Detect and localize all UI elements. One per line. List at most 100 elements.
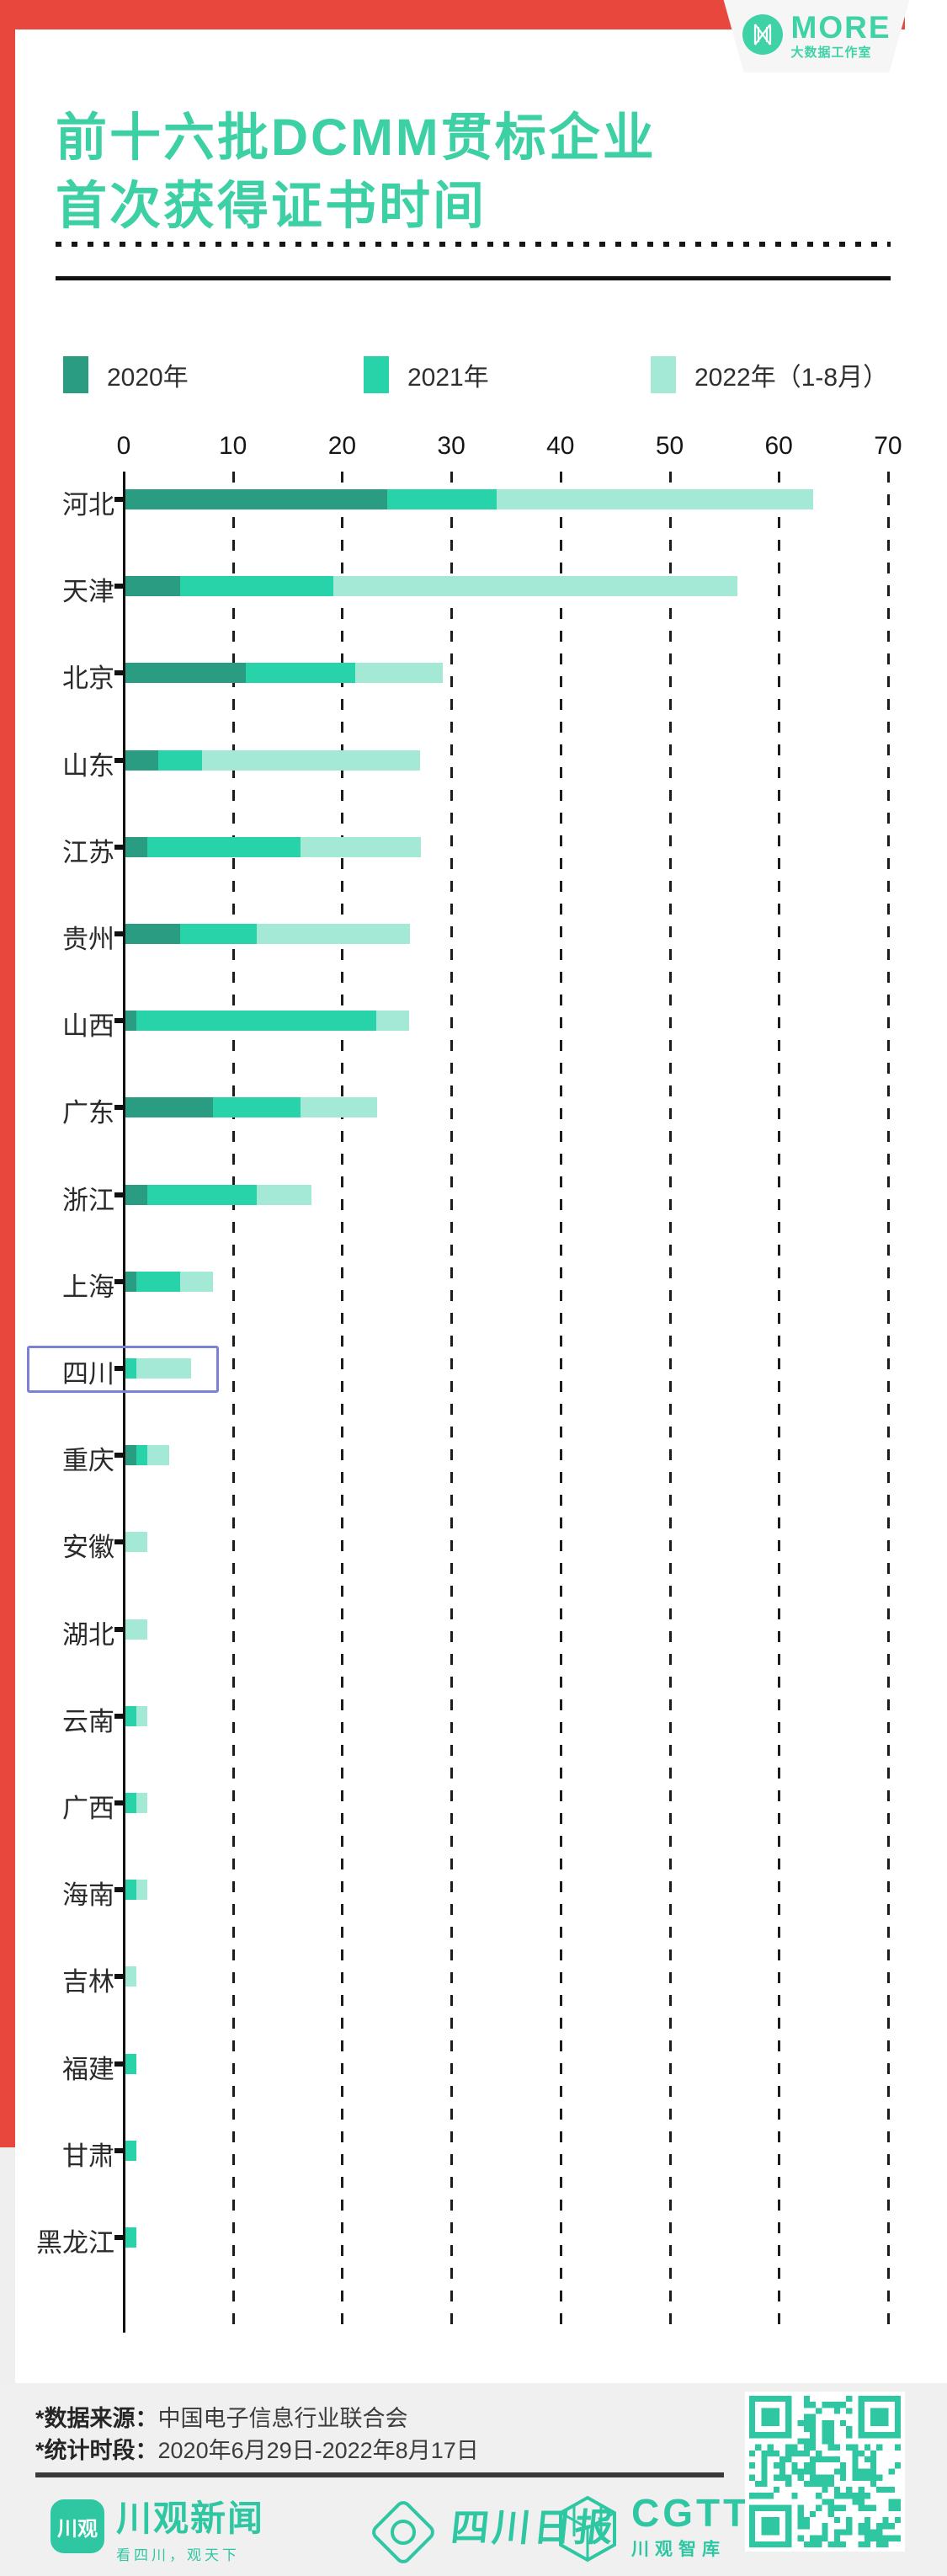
bar-segment: [125, 1184, 147, 1205]
x-axis-tick-label: 40: [546, 432, 575, 460]
category-label: 河北: [62, 490, 114, 520]
stat-period-value: 2020年6月29日-2022年8月17日: [157, 2438, 479, 2463]
legend-swatch-icon: [63, 356, 88, 393]
bar-segment: [136, 1358, 191, 1379]
cgtt-name: CGTT: [631, 2491, 751, 2535]
category-label: 广东: [62, 1098, 114, 1128]
x-axis-tick-label: 30: [437, 432, 466, 460]
legend-item: 2022年（1-8月）: [651, 356, 888, 393]
row-tick-mark: [114, 1713, 126, 1719]
chuanguan-news-name: 川观新闻: [116, 2499, 265, 2538]
data-source-label: *数据来源：: [35, 2406, 158, 2431]
bar-row: [125, 1705, 147, 1726]
row-tick-mark: [114, 1278, 126, 1284]
bar-segment: [125, 1358, 136, 1379]
category-label: 山西: [62, 1011, 114, 1042]
bar-segment: [202, 749, 420, 771]
bar-row: [125, 1184, 311, 1205]
category-label: 山东: [62, 750, 114, 781]
bar-segment: [376, 1011, 409, 1032]
brand-name: MORE: [790, 9, 891, 45]
stat-period-label: *统计时段：: [35, 2438, 158, 2463]
gridline: [778, 472, 781, 2333]
bar-row: [125, 1358, 191, 1379]
bar-segment: [125, 1011, 136, 1032]
category-label: 云南: [62, 1706, 114, 1736]
bar-row: [125, 924, 410, 944]
bar-segment: [257, 1184, 311, 1205]
row-tick-mark: [114, 497, 126, 502]
scroll-diamond-icon: [368, 2497, 439, 2568]
category-label: 重庆: [62, 1446, 114, 1476]
row-tick-mark: [114, 1366, 126, 1371]
chuanguan-news-tagline: 看四川，观天下: [116, 2547, 240, 2563]
row-tick-mark: [114, 931, 126, 936]
bar-segment: [125, 2053, 136, 2074]
row-tick-mark: [114, 1018, 126, 1024]
footer: *数据来源：中国电子信息行业联合会 *统计时段：2020年6月29日-2022年…: [0, 2383, 947, 2576]
chuanguan-news-logo: 川观 川观新闻 看四川，观天下: [51, 2499, 264, 2564]
bar-row: [125, 663, 443, 684]
x-axis-tick-label: 20: [327, 432, 357, 460]
stat-period-line: *统计时段：2020年6月29日-2022年8月17日: [35, 2432, 479, 2465]
chuanguan-app-icon: 川观: [51, 2499, 104, 2553]
row-tick-mark: [114, 1192, 126, 1197]
bar-segment: [136, 1011, 376, 1032]
bar-segment: [257, 924, 410, 944]
row-tick-mark: [114, 1105, 126, 1111]
category-label: 广西: [62, 1794, 114, 1823]
gridline: [231, 472, 235, 2333]
bar-segment: [125, 1532, 147, 1553]
bar-segment: [125, 1793, 136, 1813]
bar-segment: [180, 1271, 213, 1292]
gridline: [886, 472, 890, 2333]
cube-icon: [556, 2494, 620, 2568]
category-label: 海南: [62, 1880, 114, 1911]
bar-segment: [355, 663, 443, 684]
data-source-value: 中国电子信息行业联合会: [157, 2406, 408, 2431]
bar-segment: [125, 1445, 136, 1466]
bar-row: [125, 489, 813, 509]
bar-segment: [213, 1097, 301, 1118]
bar-row: [125, 1011, 409, 1032]
bar-segment: [125, 1619, 147, 1640]
bar-row: [125, 1271, 213, 1292]
bar-row: [125, 749, 420, 771]
dotted-separator: [56, 242, 891, 247]
page-title-line2: 首次获得证书时间: [56, 177, 487, 234]
bar-row: [125, 1619, 147, 1640]
bar-segment: [158, 749, 202, 771]
bar-segment: [147, 836, 301, 857]
row-tick-mark: [114, 2235, 126, 2240]
bar-segment: [125, 1966, 136, 1987]
gridline: [668, 472, 672, 2333]
bar-segment: [125, 1097, 213, 1118]
bar-segment: [125, 1271, 136, 1292]
bar-row: [125, 1793, 147, 1813]
row-tick-mark: [114, 757, 126, 763]
bar-segment: [125, 836, 147, 857]
bar-row: [125, 836, 421, 857]
bar-row: [125, 1097, 377, 1118]
bar-segment: [136, 1880, 147, 1901]
x-axis-tick-label: 50: [655, 432, 684, 460]
bar-row: [125, 576, 737, 597]
bar-segment: [147, 1445, 169, 1466]
category-label: 北京: [62, 664, 114, 694]
category-label: 贵州: [62, 925, 114, 954]
row-tick-mark: [114, 1626, 126, 1632]
legend-item: 2021年: [364, 356, 489, 393]
category-label: 江苏: [62, 837, 114, 867]
bar-row: [125, 2053, 136, 2074]
footer-divider: [35, 2472, 724, 2477]
bar-segment: [301, 836, 421, 857]
page-title-line1: 前十六批DCMM贯标企业: [56, 109, 657, 166]
row-tick-mark: [114, 844, 126, 850]
row-tick-mark: [114, 584, 126, 589]
bar-segment: [333, 576, 737, 597]
row-tick-mark: [114, 1539, 126, 1545]
legend-label: 2022年（1-8月）: [694, 364, 889, 392]
row-tick-mark: [114, 2147, 126, 2153]
legend-swatch-icon: [364, 356, 389, 393]
bar-segment: [301, 1097, 377, 1118]
